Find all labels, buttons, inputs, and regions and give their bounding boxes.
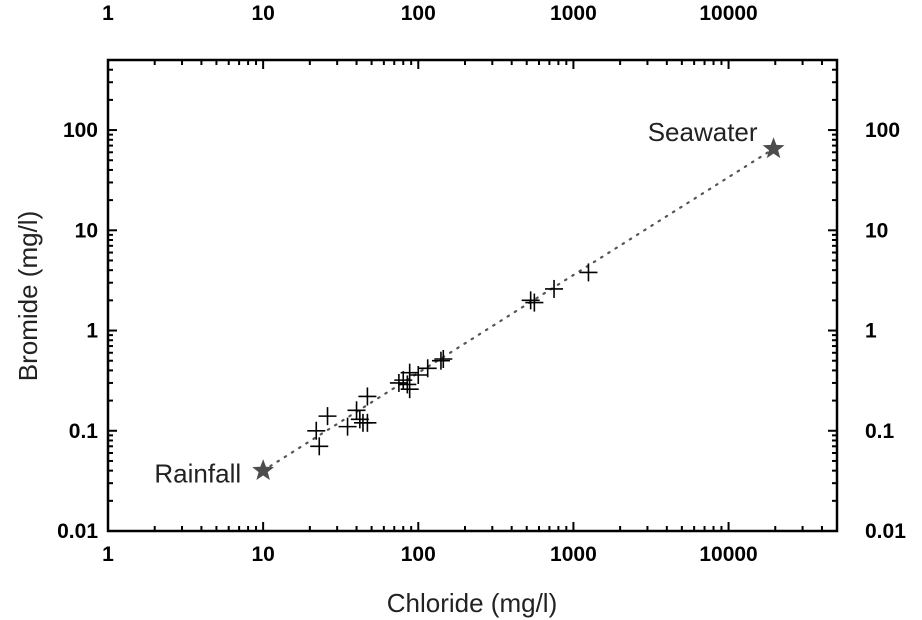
x-tick-label-top: 10000 (699, 2, 757, 25)
data-point-star (762, 137, 785, 159)
data-point-plus (431, 351, 450, 370)
x-tick-label-bottom: 100 (401, 543, 436, 566)
y-tick-label-right: 0.1 (865, 420, 895, 443)
annotations: Rainfall Seawater (154, 117, 757, 489)
x-tick-label-bottom: 1000 (550, 543, 597, 566)
x-tick-label-top: 10 (251, 2, 274, 25)
data-point-plus (318, 407, 337, 426)
data-point-plus (347, 401, 366, 420)
data-point-plus (350, 410, 369, 429)
data-point-plus (400, 363, 419, 382)
y-tick-label-right: 0.01 (865, 520, 906, 543)
data-point-plus (409, 366, 428, 385)
y-axis-title: Bromide (mg/l) (13, 211, 43, 381)
y-tick-label-right: 1 (865, 320, 877, 343)
y-tick-label-left: 0.1 (69, 420, 99, 443)
data-point-plus (310, 437, 329, 456)
data-point-plus (400, 380, 419, 399)
data-marks (252, 137, 785, 480)
y-tick-label-left: 1 (86, 320, 98, 343)
x-tick-label-bottom: 10 (251, 543, 274, 566)
plot-frame (106, 58, 839, 533)
data-point-plus (545, 279, 564, 298)
data-point-plus (358, 387, 377, 406)
point-label: Rainfall (154, 459, 241, 489)
y-tick-label-left: 10 (75, 219, 98, 242)
x-tick-label-bottom: 10000 (699, 543, 757, 566)
y-tick-label-right: 10 (865, 219, 888, 242)
data-point-plus (389, 373, 408, 392)
data-point-star (252, 459, 275, 480)
reference-line-group (262, 147, 775, 472)
data-point-plus (358, 413, 377, 432)
data-point-plus (434, 349, 453, 368)
data-point-plus (525, 293, 544, 312)
y-tick-label-left: 100 (63, 119, 98, 142)
axis-ticks: 1 1 10 10 100 100 1000 1000 10000 10000 0.01 0.01 0.… (57, 2, 906, 566)
data-point-plus (521, 291, 540, 310)
data-point-plus (579, 263, 598, 282)
data-point-plus (338, 417, 357, 436)
x-tick-label-top: 1000 (550, 2, 597, 25)
y-tick-label-right: 100 (865, 119, 900, 142)
y-tick-label-left: 0.01 (57, 520, 98, 543)
x-tick-label-top: 100 (401, 2, 436, 25)
x-tick-label-bottom: 1 (102, 543, 114, 566)
data-point-plus (398, 375, 417, 394)
x-tick-label-top: 1 (102, 2, 114, 25)
point-label: Seawater (648, 117, 758, 147)
reference-line (262, 147, 775, 472)
data-point-plus (418, 359, 437, 378)
data-point-plus (307, 421, 326, 440)
x-axis-title: Chloride (mg/l) (387, 588, 558, 618)
